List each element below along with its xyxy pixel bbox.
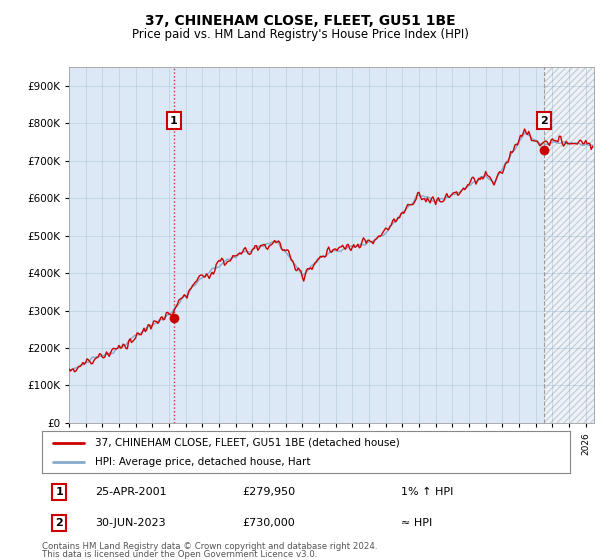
Text: Price paid vs. HM Land Registry's House Price Index (HPI): Price paid vs. HM Land Registry's House … bbox=[131, 28, 469, 41]
Text: HPI: Average price, detached house, Hart: HPI: Average price, detached house, Hart bbox=[95, 457, 310, 467]
Text: Contains HM Land Registry data © Crown copyright and database right 2024.: Contains HM Land Registry data © Crown c… bbox=[42, 542, 377, 550]
Text: 2: 2 bbox=[540, 115, 548, 125]
Text: £279,950: £279,950 bbox=[242, 487, 296, 497]
Text: 1% ↑ HPI: 1% ↑ HPI bbox=[401, 487, 454, 497]
Text: 37, CHINEHAM CLOSE, FLEET, GU51 1BE (detached house): 37, CHINEHAM CLOSE, FLEET, GU51 1BE (det… bbox=[95, 437, 400, 447]
Text: 1: 1 bbox=[55, 487, 63, 497]
Text: This data is licensed under the Open Government Licence v3.0.: This data is licensed under the Open Gov… bbox=[42, 550, 317, 559]
Text: ≈ HPI: ≈ HPI bbox=[401, 518, 432, 528]
Text: 25-APR-2001: 25-APR-2001 bbox=[95, 487, 166, 497]
Text: 30-JUN-2023: 30-JUN-2023 bbox=[95, 518, 166, 528]
Text: £730,000: £730,000 bbox=[242, 518, 295, 528]
Text: 37, CHINEHAM CLOSE, FLEET, GU51 1BE: 37, CHINEHAM CLOSE, FLEET, GU51 1BE bbox=[145, 14, 455, 28]
Text: 2: 2 bbox=[55, 518, 63, 528]
Bar bbox=[544, 67, 594, 423]
Text: 1: 1 bbox=[170, 115, 178, 125]
